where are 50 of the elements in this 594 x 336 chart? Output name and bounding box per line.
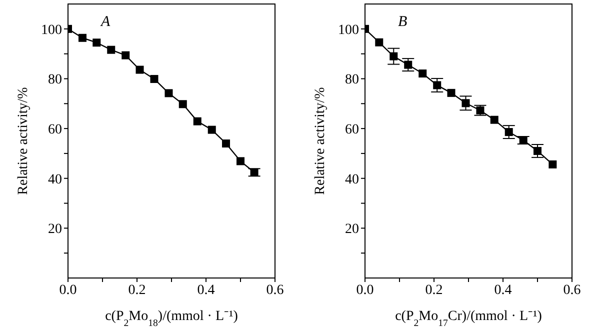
x-tick-label: 0.4 <box>494 282 512 298</box>
y-axis-title: Relative activity/% <box>312 86 328 195</box>
point <box>122 51 130 60</box>
point <box>548 160 557 168</box>
point <box>236 157 244 166</box>
y-tick-label: 40 <box>345 172 359 188</box>
y-tick-label: 20 <box>345 222 359 238</box>
x-tick-label: 0.6 <box>266 282 284 298</box>
point <box>150 74 158 83</box>
y-tick-label: 60 <box>48 122 62 138</box>
y-tick-label: 60 <box>345 122 359 138</box>
y-tick-label: 40 <box>48 172 62 188</box>
annotation: A <box>101 14 110 30</box>
x-tick-label: 0.6 <box>563 282 581 298</box>
point <box>78 34 86 42</box>
point <box>208 126 216 134</box>
x-tick-label: 0.0 <box>356 282 374 298</box>
y-tick-label: 100 <box>41 22 62 38</box>
x-axis-title: c(P$_{2}$Mo$_{18}$)/(mmol · L⁻¹) <box>105 309 238 328</box>
point <box>519 136 528 144</box>
point <box>92 38 101 47</box>
x-tick-label: 0.0 <box>59 282 77 298</box>
point <box>418 69 427 78</box>
point <box>404 60 412 69</box>
y-tick-label: 20 <box>48 222 62 238</box>
y-tick-label: 80 <box>345 72 359 88</box>
y-tick-label: 100 <box>338 22 359 38</box>
point <box>447 88 456 97</box>
x-tick-label: 0.4 <box>197 282 215 298</box>
y-tick-label: 80 <box>48 72 62 88</box>
point <box>164 89 173 98</box>
point <box>193 117 202 126</box>
point <box>136 66 144 74</box>
point <box>504 128 513 136</box>
point <box>390 52 398 60</box>
point <box>462 99 470 108</box>
point <box>433 81 442 90</box>
point <box>250 168 258 176</box>
point <box>222 139 230 148</box>
y-axis-title: Relative activity/% <box>16 86 31 195</box>
point <box>490 116 498 124</box>
annotation: B <box>398 14 408 30</box>
point <box>107 46 116 54</box>
point <box>476 106 484 114</box>
point <box>534 146 542 155</box>
x-tick-label: 0.2 <box>425 282 443 298</box>
point <box>375 38 384 46</box>
x-axis-title: c(P$_{2}$Mo$_{17}$Cr)/(mmol · L⁻¹) <box>395 309 542 328</box>
point <box>178 100 187 108</box>
x-tick-label: 0.2 <box>128 282 146 298</box>
